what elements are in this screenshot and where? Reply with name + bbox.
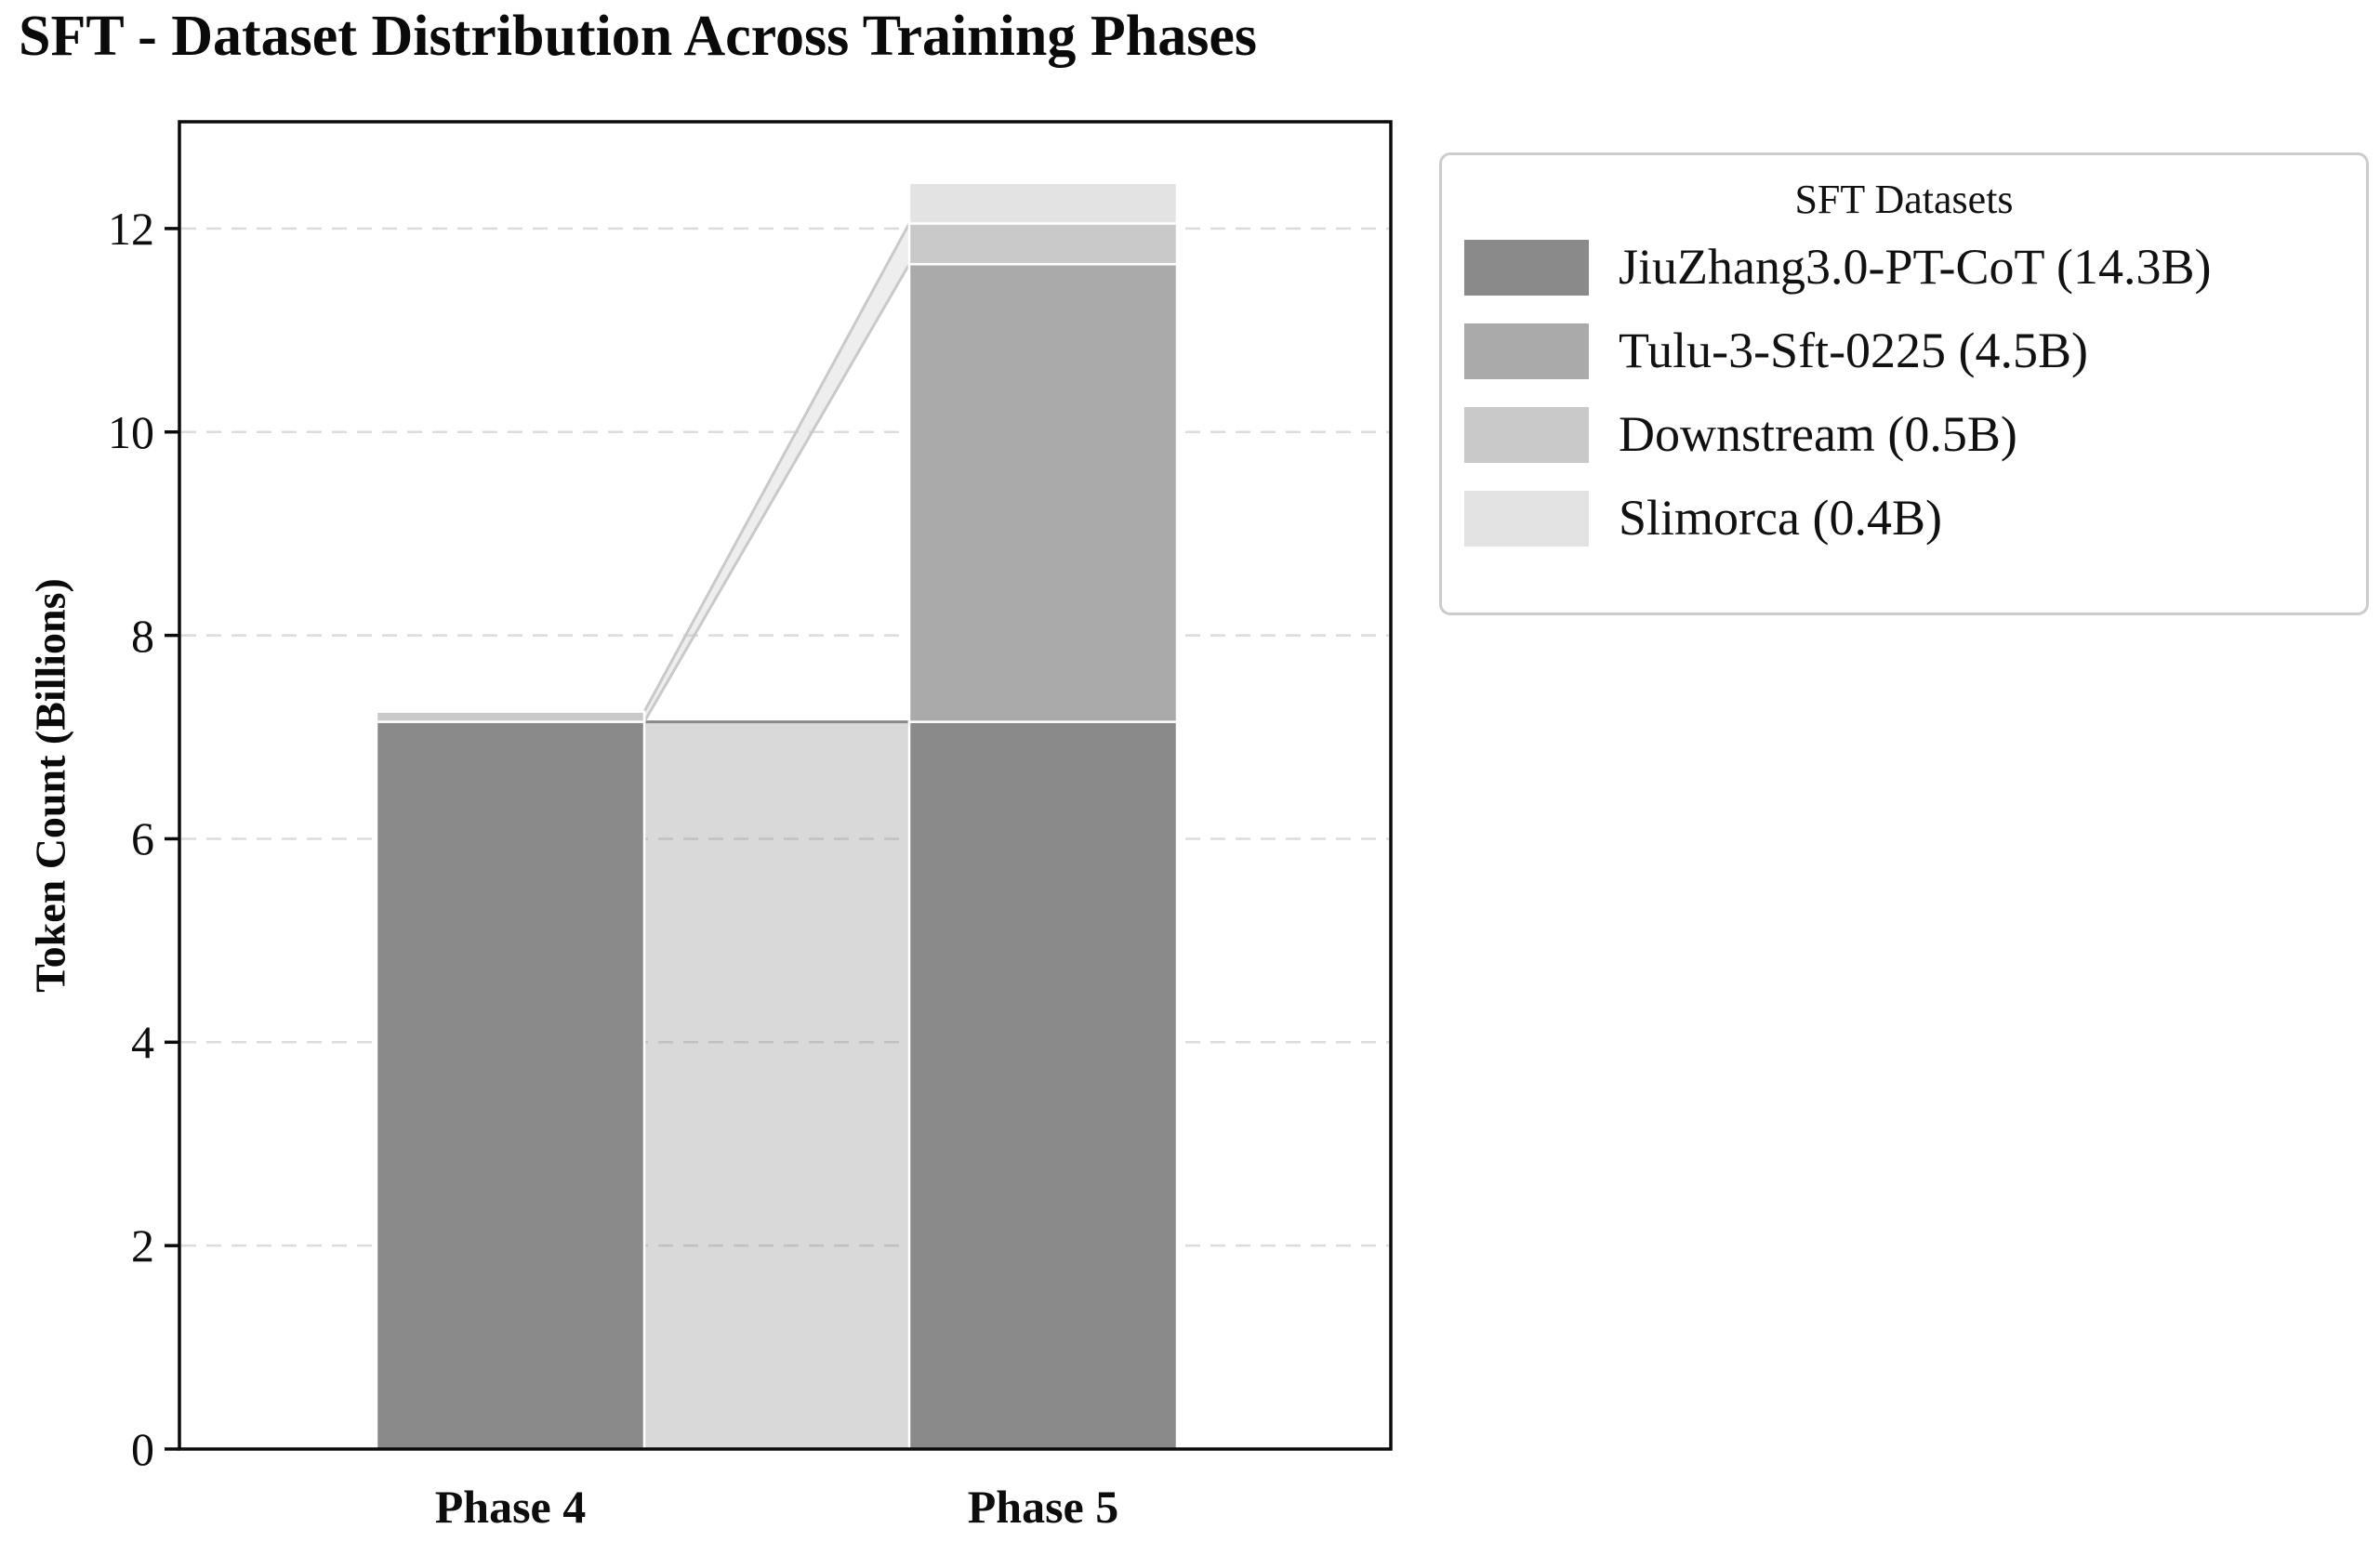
legend-swatch-icon [1464,491,1589,547]
legend-label: Downstream (0.5B) [1619,406,2017,463]
connector-bottom-edge-Downstream [642,263,911,723]
legend-items: JiuZhang3.0-PT-CoT (14.3B) Tulu-3-Sft-022… [1464,239,2344,547]
chart-title: SFT - Dataset Distribution Across Traini… [19,5,1258,68]
bar-segment-Slimorca-phase-5 [907,181,1179,225]
y-tick-label-12: 12 [108,202,154,255]
x-tick-label-phase-5: Phase 5 [967,1481,1119,1533]
x-tick-label-phase-4: Phase 4 [434,1481,587,1533]
bar-segment-JiuZhang3.0-PT-CoT-phase-5 [907,720,1179,1451]
plot-border [178,120,1393,1451]
legend-item-tulu-3-sft-0225: Tulu-3-Sft-0225 (4.5B) [1464,323,2344,379]
legend-label: Tulu-3-Sft-0225 (4.5B) [1619,323,2089,379]
legend-label: Slimorca (0.4B) [1619,490,1942,547]
legend-swatch-icon [1464,323,1589,379]
y-tick-label-2: 2 [131,1219,154,1272]
y-tick-label-8: 8 [131,609,154,662]
connector-fill-JiuZhang3.0-PT-CoT [644,721,909,1449]
legend-swatch-icon [1464,407,1589,463]
legend-title: SFT Datasets [1794,177,2014,222]
legend-item-jiuzhang3-0-pt-cot: JiuZhang3.0-PT-CoT (14.3B) [1464,239,2344,296]
y-tick-label-4: 4 [131,1016,154,1069]
y-tick-label-10: 10 [108,405,154,458]
bar-segment-Downstream-phase-4 [375,710,646,723]
y-tick-label-0: 0 [131,1423,154,1475]
connector-top-edge-Downstream [642,222,911,713]
legend-label: JiuZhang3.0-PT-CoT (14.3B) [1619,239,2212,296]
y-tick-label-6: 6 [131,812,154,865]
bar-segment-Tulu-3-Sft-0225-phase-5 [907,262,1179,723]
legend: SFT Datasets JiuZhang3.0-PT-CoT (14.3B) T… [1439,152,2369,615]
legend-item-downstream: Downstream (0.5B) [1464,406,2344,463]
legend-swatch-icon [1464,240,1589,296]
bar-segment-JiuZhang3.0-PT-CoT-phase-4 [375,720,646,1451]
bar-segment-Downstream-phase-5 [907,222,1179,266]
legend-item-slimorca: Slimorca (0.4B) [1464,490,2344,547]
